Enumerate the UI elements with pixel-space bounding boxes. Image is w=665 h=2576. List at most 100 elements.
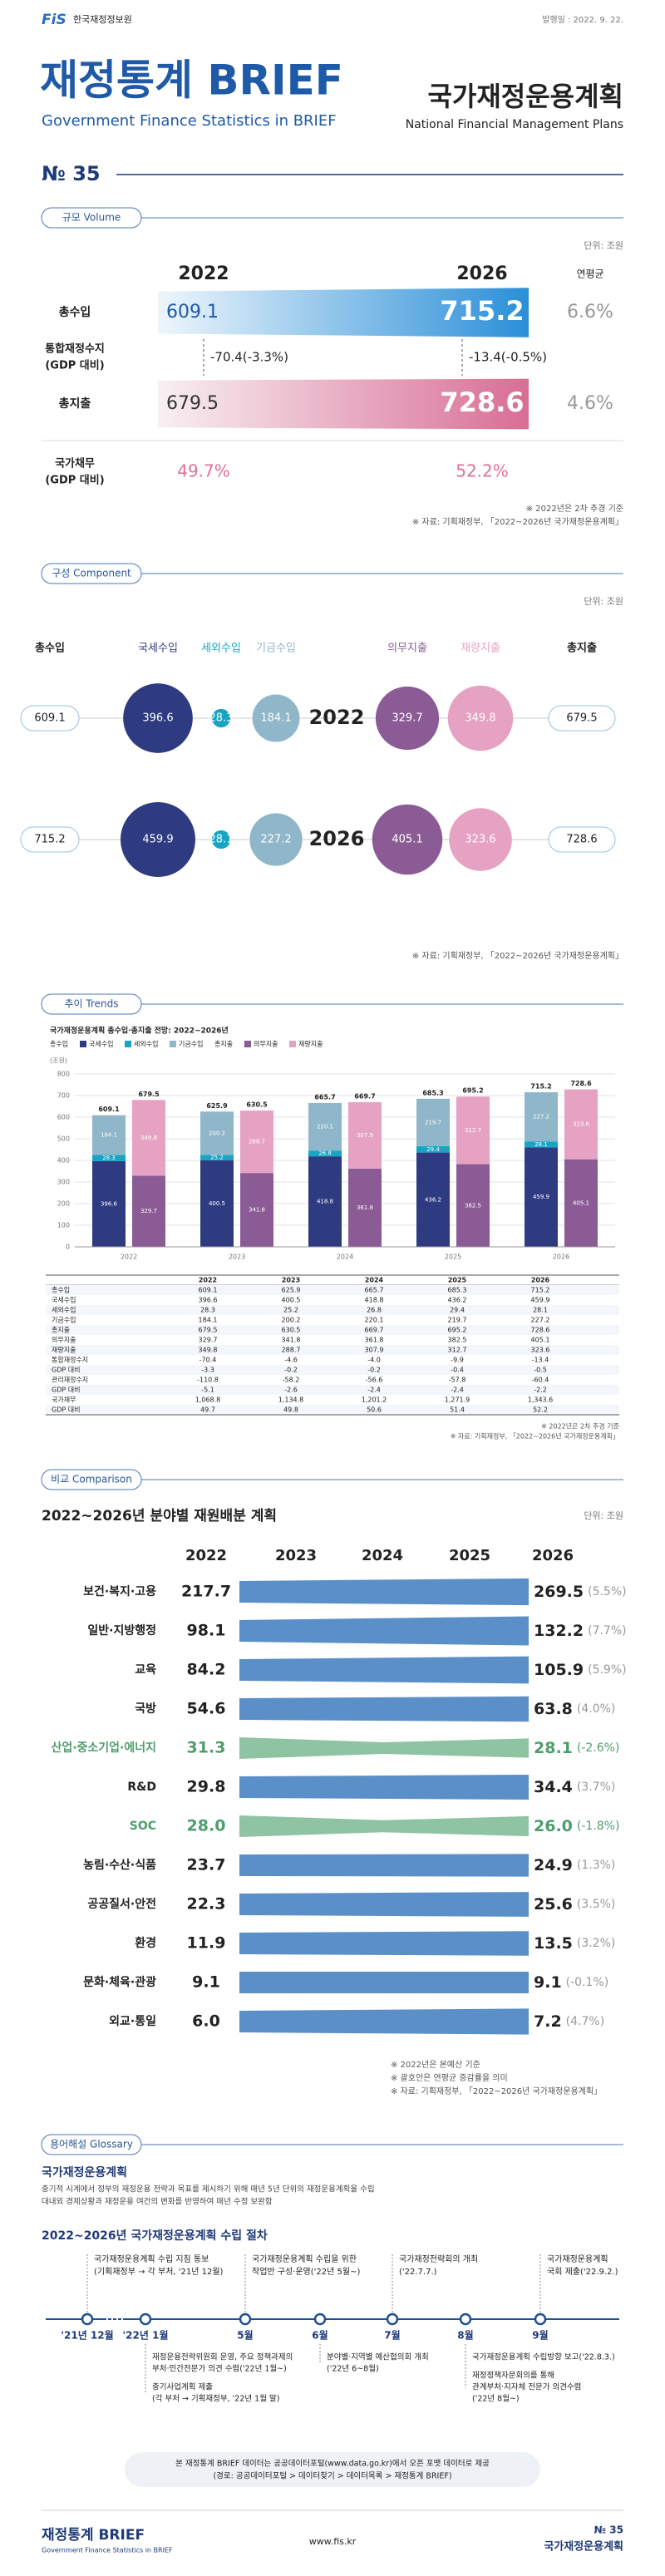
table-cell: 50.6 xyxy=(367,1406,382,1414)
bubble xyxy=(211,708,231,728)
table-row-label: 총수입 xyxy=(52,1287,70,1294)
total-label: 679.5 xyxy=(138,1091,160,1098)
value-2022: 11.9 xyxy=(187,1934,226,1953)
segment-label: 459.9 xyxy=(533,1194,549,1200)
stacked-bar xyxy=(200,1160,234,1247)
brief-subtitle: Government Finance Statistics in BRIEF xyxy=(42,112,337,130)
table-cell: 52.2 xyxy=(533,1406,548,1414)
table-cell: 219.7 xyxy=(448,1317,467,1324)
value-2026: 28.1 xyxy=(534,1739,573,1757)
value-2026-group: 28.1 (-2.6%) xyxy=(534,1739,619,1757)
value-2026-group: 25.6 (3.5%) xyxy=(534,1895,615,1914)
growth-rate: (3.5%) xyxy=(577,1898,616,1911)
table-cell: -60.4 xyxy=(532,1377,549,1384)
sector-name: 산업·중소기업·에너지 xyxy=(51,1741,156,1755)
growth-rate: (5.5%) xyxy=(588,1585,627,1598)
x-tick-label: 2023 xyxy=(229,1254,245,1261)
table-row-label: 의무지출 xyxy=(52,1336,76,1344)
section-title: 추이 Trends xyxy=(65,998,119,1010)
year-header: 2024 xyxy=(362,1547,403,1564)
value-2026: 24.9 xyxy=(534,1856,573,1874)
bubble-label: 227.2 xyxy=(260,834,291,846)
stacked-bar xyxy=(564,1159,598,1247)
x-tick-label: 2025 xyxy=(445,1254,461,1261)
value-2022: 679.5 xyxy=(166,393,219,414)
table-cell: -2.4 xyxy=(451,1387,464,1394)
table-cell: -110.8 xyxy=(197,1377,219,1384)
sector-name: 농림·수산·식품 xyxy=(83,1858,156,1872)
table-cell: 418.8 xyxy=(365,1297,384,1304)
table-cell: 459.9 xyxy=(531,1297,550,1304)
row-year: 2022 xyxy=(309,706,365,729)
legend-label: 총수입 xyxy=(50,1041,68,1048)
step-text: 국가재정전략회의 개최 xyxy=(399,2254,478,2264)
table-stripe xyxy=(46,1365,619,1375)
org-name: 한국재정정보원 xyxy=(73,14,132,25)
value-2026-group: 7.2 (4.7%) xyxy=(534,2012,604,2031)
table-cell: -9.9 xyxy=(451,1357,464,1364)
table-cell: -5.1 xyxy=(201,1387,214,1394)
table-cell: -4.0 xyxy=(367,1357,381,1364)
bubble xyxy=(123,683,193,753)
sector-name: 일반·지방행정 xyxy=(87,1623,156,1638)
segment-label: 219.7 xyxy=(425,1119,441,1125)
value-2026: 63.8 xyxy=(534,1700,573,1718)
segment-label: 418.8 xyxy=(317,1199,333,1205)
step-text: 국가재정운용계획 수립방향 보고('22.8.3.) xyxy=(472,2352,615,2362)
value-2026: 269.5 xyxy=(534,1583,584,1601)
banner-text: (경로: 공공데이터포털 > 데이터찾기 > 데이터목록 > 재정통계 BRIE… xyxy=(213,2471,451,2481)
table-cell: -58.2 xyxy=(283,1377,300,1384)
total-pill xyxy=(548,705,616,731)
growth-rate: (-1.8%) xyxy=(577,1820,620,1833)
logo: FiS xyxy=(42,12,66,28)
bubble-label: 349.8 xyxy=(465,712,495,725)
table-cell: -13.4 xyxy=(532,1357,549,1364)
table-row-label: 총지출 xyxy=(52,1326,70,1334)
y-tick-label: 700 xyxy=(57,1092,70,1100)
allocation-band xyxy=(239,1737,529,1759)
step-text: 국회 제출('22.9.2.) xyxy=(547,2267,618,2277)
value-2022: 84.2 xyxy=(187,1661,226,1679)
allocation-band xyxy=(239,1931,529,1956)
timeline-node xyxy=(239,2312,252,2326)
table-cell: -0.4 xyxy=(451,1367,464,1374)
table-stripe xyxy=(46,1385,619,1395)
stacked-bar xyxy=(200,1155,234,1160)
bubble xyxy=(249,813,303,866)
segment-label: 28.1 xyxy=(534,1141,548,1148)
step-text: 작업반 구성·운영('22년 5월~) xyxy=(252,2266,360,2277)
value-2022: 217.7 xyxy=(181,1583,231,1601)
segment-label: 29.4 xyxy=(426,1146,440,1153)
table-cell: 665.7 xyxy=(365,1287,384,1294)
bubble-label: 459.9 xyxy=(142,834,173,846)
column-header: 총지출 xyxy=(567,642,597,655)
row-year: 2026 xyxy=(309,827,365,850)
stacked-bar xyxy=(92,1115,126,1155)
table-cell: 200.2 xyxy=(282,1317,301,1324)
segment-label: 405.1 xyxy=(573,1199,589,1206)
growth-rate: (-0.1%) xyxy=(566,1976,609,1989)
total-pill xyxy=(548,826,616,853)
note: ※ 2022년은 본예산 기준 xyxy=(391,2060,480,2070)
table-cell: 288.7 xyxy=(282,1347,301,1354)
stacked-bar xyxy=(240,1111,273,1174)
table-cell: 1,271.9 xyxy=(445,1396,470,1404)
table-cell: 49.8 xyxy=(283,1406,298,1414)
bubble-label: 329.7 xyxy=(392,712,422,725)
section-title: 구성 Component xyxy=(52,568,131,579)
year-header: 2022 xyxy=(178,264,229,284)
stacked-bar xyxy=(348,1168,382,1247)
segment-label: 396.6 xyxy=(101,1200,118,1207)
timeline-label: '22년 1월 xyxy=(123,2329,169,2342)
stacked-bar xyxy=(416,1145,450,1153)
legend-swatch xyxy=(289,1041,296,1047)
x-tick-label: 2024 xyxy=(337,1254,353,1261)
table-cell: 341.8 xyxy=(282,1337,301,1344)
table-stripe xyxy=(46,1305,619,1315)
table-row-label: 국가채무 xyxy=(52,1396,76,1404)
sector-name: 국방 xyxy=(135,1702,156,1716)
allocation-band xyxy=(239,1616,529,1646)
segment-label: 382.5 xyxy=(465,1202,481,1209)
total-label: 630.5 xyxy=(246,1101,268,1109)
table-cell: 28.3 xyxy=(200,1307,215,1314)
